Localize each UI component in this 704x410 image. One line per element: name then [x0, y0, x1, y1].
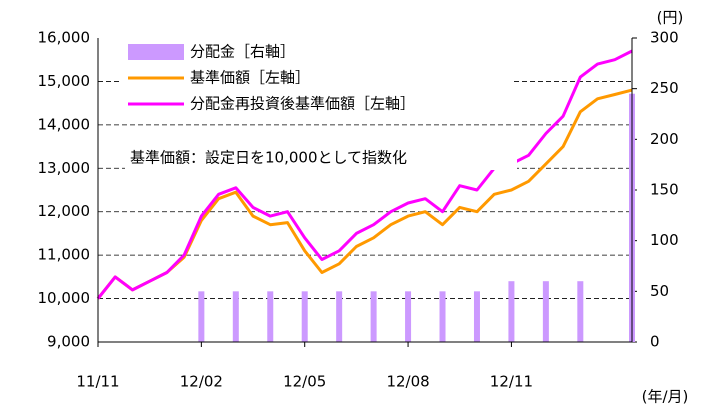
x-tick-label: 12/02 [180, 373, 223, 391]
y2-tick-label: 100 [650, 231, 679, 249]
bar [301, 291, 308, 342]
bar [405, 291, 412, 342]
legend-label: 分配金再投資後基準価額［左軸］ [190, 95, 415, 113]
x-tick-label: 11/11 [76, 373, 119, 391]
bar [473, 291, 480, 342]
line [96, 49, 633, 300]
y2-tick-label: 0 [650, 333, 660, 351]
y2-tick-label: 300 [650, 29, 679, 47]
bar [336, 291, 343, 342]
bar [370, 291, 377, 342]
y-tick-label: 13,000 [38, 159, 91, 177]
bar [267, 291, 274, 342]
x-tick-label: 12/11 [490, 373, 533, 391]
y-tick-label: 11,000 [38, 246, 91, 264]
y-tick-label: 14,000 [38, 115, 91, 133]
y-tick-label: 15,000 [38, 72, 91, 90]
legend-swatch [128, 44, 184, 60]
bar [439, 291, 446, 342]
x-tick-label: 12/05 [283, 373, 326, 391]
x-axis-label: (年/月) [642, 388, 689, 406]
bar [198, 291, 205, 342]
y-tick-label: 16,000 [38, 29, 91, 47]
annotation-background [125, 146, 517, 170]
legend-background [122, 40, 512, 124]
y2-tick-label: 200 [650, 130, 679, 148]
y2-axis-label: (円) [657, 9, 684, 27]
y-tick-label: 9,000 [47, 333, 90, 351]
y2-tick-label: 50 [650, 282, 669, 300]
annotation: 基準価額：設定日を10,000として指数化 [130, 149, 407, 167]
bar [542, 281, 549, 342]
y2-tick-label: 150 [650, 181, 679, 199]
legend-label: 分配金［右軸］ [190, 43, 295, 61]
legend-label: 基準価額［左軸］ [190, 69, 310, 87]
y-tick-label: 12,000 [38, 202, 91, 220]
bar [508, 281, 515, 342]
y2-tick-label: 250 [650, 79, 679, 97]
bar [232, 291, 239, 342]
y-tick-label: 10,000 [38, 289, 91, 307]
bar [577, 281, 584, 342]
x-tick-label: 12/08 [386, 373, 429, 391]
